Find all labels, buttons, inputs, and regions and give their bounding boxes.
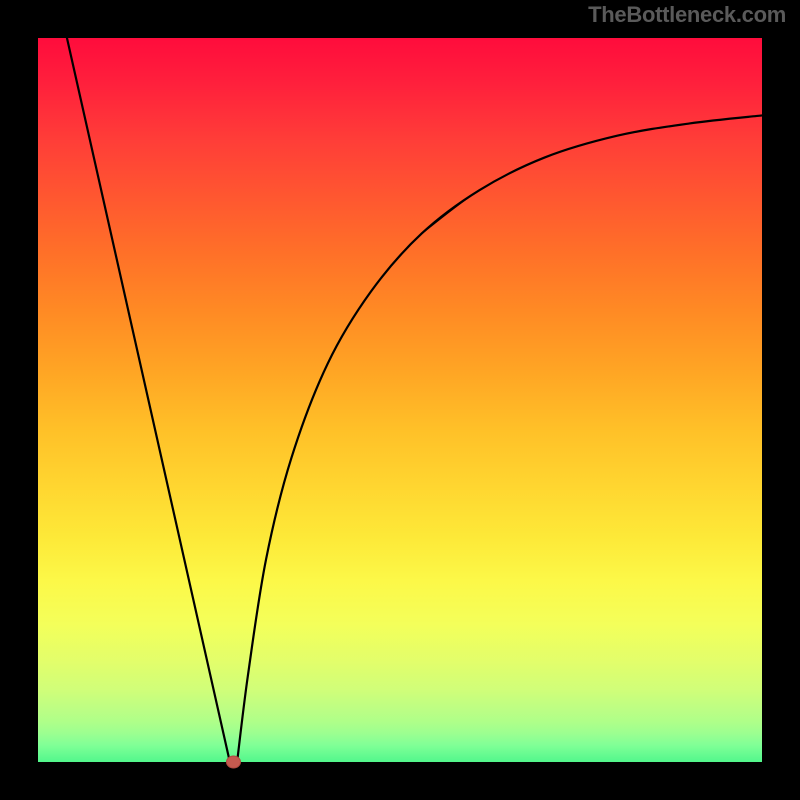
chart-root: TheBottleneck.com — [0, 0, 800, 800]
valley-marker — [226, 756, 240, 768]
watermark-text: TheBottleneck.com — [588, 2, 786, 28]
plot-lower-band — [38, 538, 762, 762]
chart-svg — [0, 0, 800, 800]
